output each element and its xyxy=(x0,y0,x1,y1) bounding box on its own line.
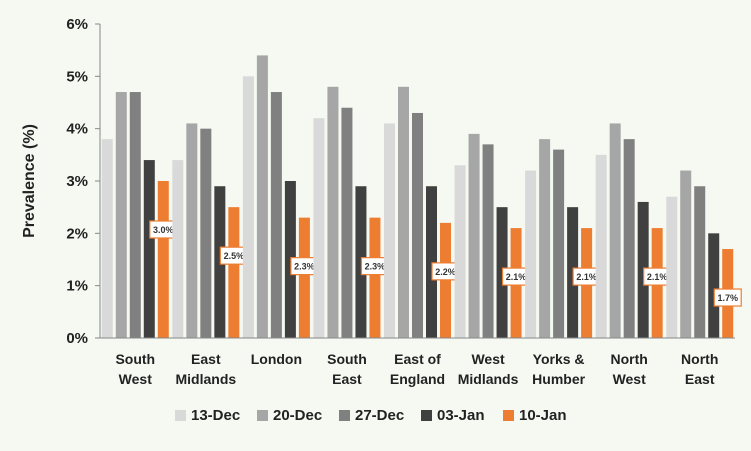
data-label: 2.1% xyxy=(647,272,668,282)
bar xyxy=(482,144,494,338)
bar xyxy=(270,92,282,339)
bar xyxy=(341,107,353,338)
x-category-label: West xyxy=(119,371,153,387)
legend-swatch xyxy=(257,410,268,421)
bar xyxy=(412,112,423,338)
bar xyxy=(398,86,409,338)
bar xyxy=(680,170,692,338)
data-label: 2.5% xyxy=(224,251,245,261)
x-category-label: East xyxy=(332,371,362,387)
data-label-box xyxy=(713,288,742,307)
x-category-label: South xyxy=(115,351,155,367)
bar xyxy=(313,118,325,338)
bar xyxy=(327,86,339,338)
bar xyxy=(143,160,155,338)
bar xyxy=(186,123,198,338)
bar xyxy=(200,128,212,338)
x-category-label: North xyxy=(681,351,718,367)
x-category-label: East xyxy=(685,371,715,387)
x-category-label: England xyxy=(390,371,445,387)
y-tick-label: 1% xyxy=(66,278,88,295)
x-category-label: North xyxy=(611,351,648,367)
y-tick-label: 6% xyxy=(66,16,88,33)
bar xyxy=(256,55,268,339)
y-axis-title: Prevalence (%) xyxy=(21,124,38,238)
data-label: 3.0% xyxy=(153,225,174,235)
x-category-label: Midlands xyxy=(458,371,519,387)
legend-swatch xyxy=(421,410,432,421)
y-tick-label: 0% xyxy=(66,330,88,347)
bar xyxy=(708,233,720,338)
bar xyxy=(369,217,381,338)
x-category-label: East xyxy=(191,351,221,367)
y-tick-label: 3% xyxy=(66,173,88,190)
bar xyxy=(454,165,466,338)
bar xyxy=(384,123,395,338)
x-category-label: West xyxy=(613,371,647,387)
bar xyxy=(242,76,254,338)
bar xyxy=(609,123,621,338)
data-label: 2.1% xyxy=(506,272,527,282)
legend-label: 13-Dec xyxy=(191,407,240,424)
x-category-label: South xyxy=(327,351,367,367)
y-tick-label: 5% xyxy=(66,68,88,85)
bar xyxy=(129,92,141,339)
bar xyxy=(298,217,310,338)
legend-swatch xyxy=(503,410,514,421)
legend-label: 10-Jan xyxy=(519,407,567,424)
data-label: 1.7% xyxy=(717,293,738,303)
x-category-label: London xyxy=(251,351,302,367)
data-label: 2.3% xyxy=(365,262,386,272)
bar xyxy=(525,170,537,338)
y-tick-label: 4% xyxy=(66,121,88,138)
bar xyxy=(666,196,678,338)
x-category-label: Yorks & xyxy=(533,351,585,367)
bar xyxy=(157,181,169,338)
bar xyxy=(539,139,551,338)
x-category-label: Humber xyxy=(532,371,585,387)
bar xyxy=(172,160,184,338)
y-tick-label: 2% xyxy=(66,225,88,242)
bar xyxy=(426,186,437,338)
bar xyxy=(468,133,480,338)
legend-swatch xyxy=(175,410,186,421)
x-category-label: West xyxy=(471,351,505,367)
legend-label: 20-Dec xyxy=(273,407,322,424)
bar xyxy=(553,149,565,338)
data-label: 2.2% xyxy=(435,267,456,277)
bar xyxy=(694,186,706,338)
x-category-label: East of xyxy=(394,351,441,367)
bar xyxy=(228,207,240,338)
x-category-label: Midlands xyxy=(175,371,236,387)
bar xyxy=(623,139,635,338)
legend-label: 27-Dec xyxy=(355,407,404,424)
bar xyxy=(101,139,113,338)
data-label: 2.1% xyxy=(576,272,597,282)
data-label: 2.3% xyxy=(294,262,315,272)
legend-swatch xyxy=(339,410,350,421)
bar xyxy=(115,92,127,339)
legend-label: 03-Jan xyxy=(437,407,485,424)
bar xyxy=(595,154,607,338)
